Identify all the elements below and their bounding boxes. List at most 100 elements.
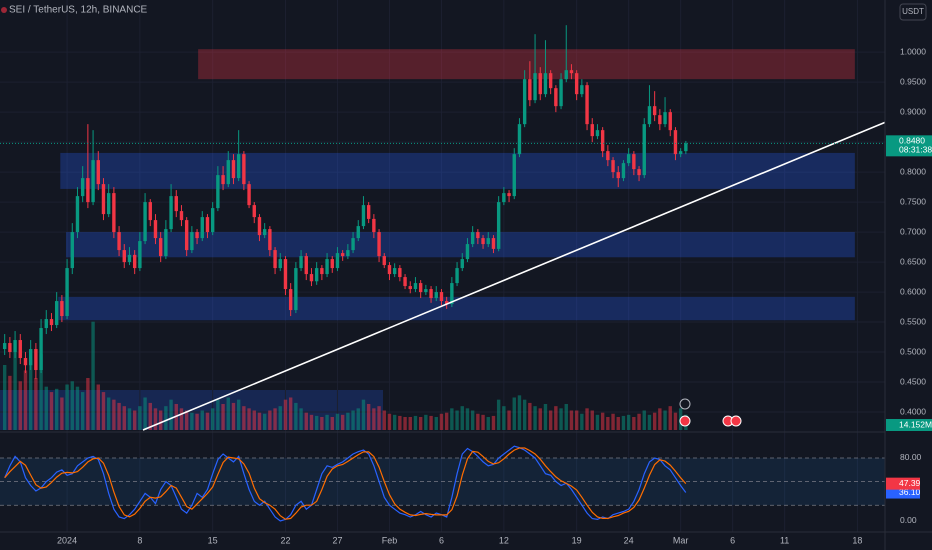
y-tick-label: 0.6500	[900, 256, 926, 266]
volume-bar	[590, 410, 594, 430]
volume-bar	[429, 415, 433, 430]
volume-bar	[60, 397, 64, 430]
candle-body	[34, 349, 38, 371]
y-tick-label: 0.9500	[900, 76, 926, 86]
volume-bar	[195, 413, 199, 430]
volume-bar	[340, 414, 345, 430]
zone	[60, 152, 855, 189]
y-tick-label: 0.5500	[900, 316, 926, 326]
candle-body	[377, 232, 381, 257]
event-icon	[679, 415, 691, 427]
volume-bar	[507, 410, 511, 430]
candle-body	[465, 244, 470, 260]
candle-body	[476, 232, 480, 239]
volume-bar	[184, 410, 189, 430]
volume-bar	[626, 414, 631, 430]
x-tick-label: 27	[332, 535, 342, 545]
stoch-line	[4, 445, 687, 522]
volume-bar	[294, 402, 298, 430]
candle-body	[195, 232, 199, 239]
currency-label[interactable]: USDT	[902, 7, 924, 16]
volume-bar	[106, 397, 111, 430]
candle-body	[96, 160, 100, 185]
candle-body	[86, 178, 90, 203]
candle-body	[387, 265, 392, 275]
countdown: 08:31:38	[899, 145, 932, 155]
volume-bar	[637, 413, 641, 430]
candle-body	[330, 259, 334, 269]
volume-bar	[481, 414, 485, 430]
candle-body	[559, 79, 563, 107]
volume-bar	[611, 413, 615, 430]
candle-body	[158, 238, 163, 257]
candle-body	[470, 232, 475, 245]
candle-body	[439, 292, 444, 302]
candle-body	[236, 154, 241, 179]
candle-body	[132, 254, 137, 269]
candle-body	[252, 205, 256, 218]
volume-bar	[361, 399, 366, 430]
candle-body	[606, 151, 610, 161]
volume-bar	[112, 399, 116, 430]
volume-bar	[346, 412, 350, 430]
candle-body	[408, 286, 412, 290]
candle-body	[210, 208, 215, 233]
volume-bar	[554, 406, 558, 430]
candle-body	[127, 254, 132, 263]
candle-body	[616, 172, 620, 179]
volume-bar	[606, 417, 610, 430]
currency-button[interactable]	[899, 3, 927, 21]
candle-body	[257, 217, 262, 236]
candle-body	[632, 154, 636, 170]
candle-body	[325, 259, 329, 275]
volume-bar	[621, 415, 626, 430]
volume-bar	[439, 413, 444, 430]
candle-body	[382, 256, 386, 266]
candle-body	[2, 343, 7, 350]
volume-bar	[491, 415, 496, 430]
volume-bar	[632, 417, 636, 430]
volume-bar	[117, 402, 121, 430]
candle-body	[340, 253, 345, 257]
candle-body	[106, 193, 111, 215]
volume-bar	[564, 404, 568, 430]
candle-body	[398, 268, 402, 278]
candle-body	[288, 289, 293, 311]
volume-bar	[54, 388, 59, 430]
volume-bar	[403, 417, 407, 430]
x-tick-label: 24	[624, 535, 634, 545]
candle-body	[569, 70, 574, 74]
volume-bar	[257, 412, 262, 430]
volume-bar	[148, 402, 152, 430]
candle-body	[346, 250, 350, 257]
candle-body	[231, 160, 236, 179]
candle-body	[70, 232, 74, 269]
symbol-icon	[1, 7, 7, 13]
volume-bar	[23, 370, 28, 430]
volume-bar	[517, 395, 522, 430]
volume-bar	[465, 408, 470, 430]
volume-bar	[70, 381, 74, 430]
volume-bar	[574, 410, 579, 430]
volume-bar	[273, 408, 277, 430]
volume-bar	[512, 397, 516, 430]
volume-bar	[543, 404, 548, 430]
candle-body	[299, 256, 303, 269]
volume-bar	[330, 417, 334, 430]
candle-body	[621, 163, 626, 179]
volume-bar	[424, 414, 428, 430]
volume-bar	[444, 412, 449, 430]
candle-body	[424, 289, 428, 293]
candle-body	[361, 205, 366, 227]
candle-body	[528, 79, 532, 101]
volume-bar	[75, 386, 80, 430]
candle-body	[543, 73, 548, 95]
volume-bar	[242, 406, 246, 430]
volume-bar	[28, 359, 33, 430]
volume-bar	[309, 414, 314, 430]
candle-body	[585, 85, 589, 125]
volume-bar	[533, 406, 537, 430]
volume-bar	[221, 404, 225, 430]
volume-bar	[470, 410, 475, 430]
candle-body	[190, 232, 194, 251]
